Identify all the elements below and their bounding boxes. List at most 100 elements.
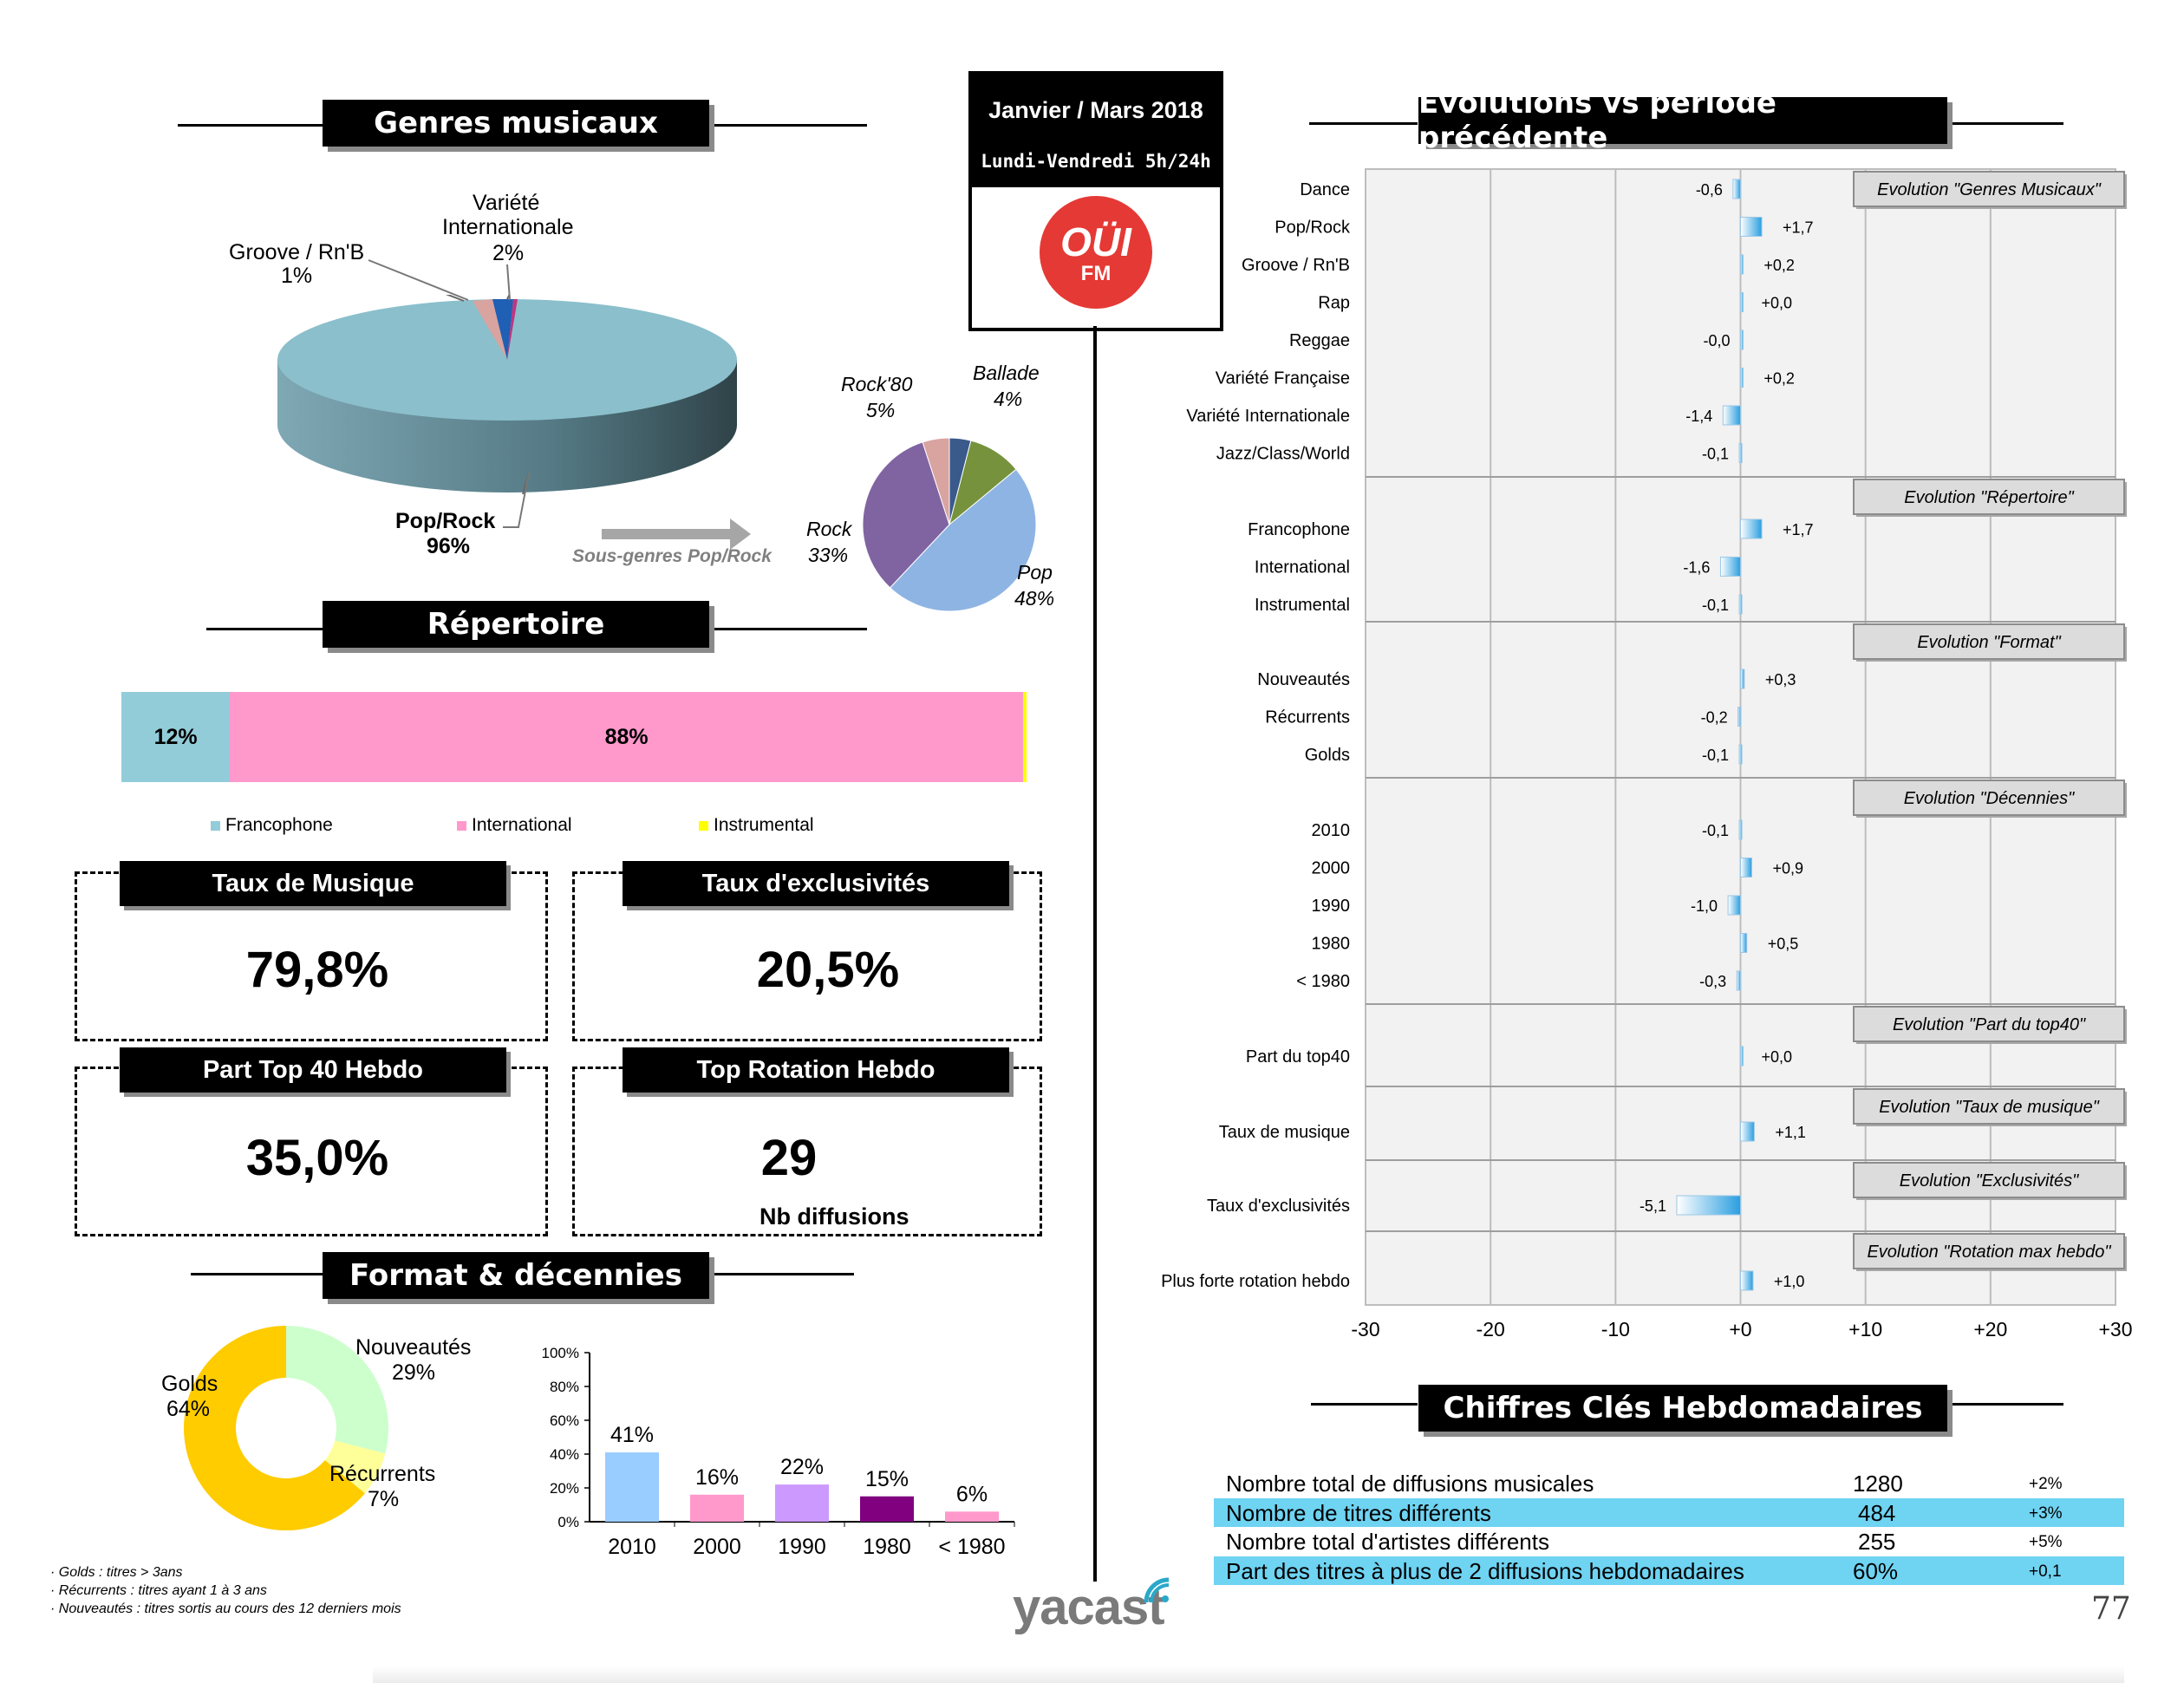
evo-value-label: -0,6 bbox=[1696, 181, 1723, 199]
decades-category-label: 1980 bbox=[863, 1535, 911, 1559]
evo-row-label: 1980 bbox=[1312, 935, 1351, 954]
legend-francophone: Francophone bbox=[211, 815, 333, 836]
label-variete-pct: 2% bbox=[492, 241, 525, 265]
evo-value-label: -0,2 bbox=[1701, 709, 1728, 727]
evo-value-label: -0,1 bbox=[1702, 822, 1729, 839]
evo-row-label: Taux d'exclusivités bbox=[1207, 1197, 1350, 1216]
evo-bar bbox=[1736, 970, 1741, 991]
evo-bar bbox=[1722, 405, 1741, 426]
evo-bar bbox=[1737, 707, 1742, 727]
donut-slice-golds bbox=[184, 1326, 365, 1530]
footnote-recurrents-text: Récurrents : titres ayant 1 à 3 ans bbox=[58, 1583, 267, 1598]
subpie-slice-rock-80 bbox=[922, 437, 950, 525]
evo-bar bbox=[1740, 933, 1748, 953]
decades-ytick: 60% bbox=[550, 1412, 579, 1429]
evo-row-label: 1990 bbox=[1312, 897, 1351, 916]
evo-row-label: Groove / Rn'B bbox=[1242, 256, 1350, 275]
evo-value-label: +1,7 bbox=[1783, 219, 1814, 237]
kpi-title-top40: Part Top 40 Hebdo bbox=[120, 1047, 506, 1093]
center-divider bbox=[1093, 326, 1097, 1582]
evo-bar bbox=[1676, 1195, 1741, 1216]
evo-bar bbox=[1740, 292, 1744, 312]
kf-delta-4: +0,1 bbox=[2029, 1562, 2062, 1581]
bar-international-label: 88% bbox=[604, 724, 649, 749]
donut-slice-nouveaut-s bbox=[286, 1326, 388, 1454]
evo-row-label: Nouveautés bbox=[1257, 670, 1350, 689]
bar-instrumental bbox=[1023, 692, 1027, 782]
footnote-recurrents: · Récurrents : titres ayant 1 à 3 ans bbox=[50, 1583, 267, 1598]
kf-value-3: 255 bbox=[1858, 1529, 1896, 1555]
label-nouv-pct: 29% bbox=[392, 1360, 436, 1385]
evo-bar bbox=[1740, 254, 1744, 275]
leader-poprock-line bbox=[503, 472, 530, 528]
evo-group-title-box bbox=[1853, 479, 2125, 515]
station-logo: OÜI FM bbox=[1040, 196, 1152, 309]
subpie-slice-pop bbox=[889, 468, 1037, 612]
section-evolutions: Evolutions vs période précédente bbox=[1418, 86, 1947, 155]
evo-group-title: Evolution "Exclusivités" bbox=[1900, 1171, 2079, 1190]
label-rock-pct: 33% bbox=[808, 544, 849, 566]
subgenres-pie bbox=[862, 437, 1037, 612]
label-variete-name2: Internationale bbox=[442, 215, 574, 239]
evo-bar bbox=[1719, 557, 1742, 577]
period-box: Janvier / Mars 2018 Lundi-Vendredi 5h/24… bbox=[968, 71, 1223, 331]
evo-bar bbox=[1740, 1046, 1744, 1067]
decades-value-label: 22% bbox=[780, 1455, 824, 1479]
evo-xtick: +20 bbox=[1973, 1318, 2007, 1341]
kpi-value-rotation: 29 bbox=[760, 1130, 818, 1186]
genres-pie bbox=[277, 295, 737, 494]
evo-row-label: Jazz/Class/World bbox=[1216, 445, 1350, 464]
repertoire-rule-right bbox=[711, 628, 867, 630]
evo-value-label: +0,3 bbox=[1765, 671, 1796, 688]
brand-logo: yacast bbox=[1013, 1579, 1165, 1635]
evo-bar bbox=[1738, 744, 1743, 765]
evo-value-label: +0,0 bbox=[1762, 1048, 1793, 1066]
decades-ytick: 40% bbox=[550, 1446, 579, 1463]
evo-bar bbox=[1727, 895, 1741, 916]
wifi-icon bbox=[1144, 1577, 1170, 1603]
legend-international: International bbox=[457, 815, 572, 836]
pie-slice-groove bbox=[473, 299, 507, 360]
evo-group-title-box bbox=[1853, 623, 2125, 660]
arrow-icon bbox=[602, 519, 751, 550]
evo-xtick: +30 bbox=[2098, 1318, 2132, 1341]
decades-category-label: < 1980 bbox=[938, 1535, 1005, 1559]
evo-row-label: Récurrents bbox=[1265, 708, 1350, 727]
evo-row-label: 2000 bbox=[1312, 859, 1351, 878]
evo-value-label: +1,0 bbox=[1774, 1273, 1805, 1290]
decades-value-label: 16% bbox=[695, 1465, 739, 1490]
decades-value-label: 41% bbox=[610, 1423, 654, 1447]
label-poprock-name: Pop/Rock bbox=[395, 509, 496, 533]
arrow-label: Sous-genres Pop/Rock bbox=[572, 546, 772, 566]
section-key-figures: Chiffres Clés Hebdomadaires bbox=[1418, 1385, 1947, 1432]
leader-groove-line bbox=[368, 259, 469, 301]
kpi-title-music: Taux de Musique bbox=[120, 861, 506, 906]
label-ballade: Ballade bbox=[973, 362, 1040, 384]
evo-row-label: Part du top40 bbox=[1246, 1047, 1350, 1067]
evo-row-label: Rap bbox=[1318, 294, 1350, 313]
decades-category-label: 2010 bbox=[608, 1535, 656, 1559]
evo-bar bbox=[1740, 217, 1763, 237]
evo-value-label: -1,0 bbox=[1691, 897, 1718, 915]
kf-value-1: 1280 bbox=[1853, 1471, 1903, 1497]
decades-value-label: 6% bbox=[956, 1482, 988, 1506]
label-poprock-pct: 96% bbox=[427, 534, 471, 558]
subpie-slice-rock bbox=[862, 441, 950, 589]
kpi-value-exclu: 20,5% bbox=[756, 942, 900, 998]
evo-group-title: Evolution "Taux de musique" bbox=[1879, 1098, 2100, 1117]
footnote-nouveautes-text: Nouveautés : titres sortis au cours des … bbox=[58, 1601, 401, 1616]
evo-row-label: International bbox=[1255, 558, 1350, 577]
section-repertoire: Répertoire bbox=[323, 601, 709, 648]
kpi-title-exclu: Taux d'exclusivités bbox=[623, 861, 1009, 906]
evo-bar bbox=[1738, 819, 1743, 840]
evo-group-title-box bbox=[1853, 1006, 2125, 1042]
evo-value-label: +0,2 bbox=[1763, 370, 1795, 388]
bar-francophone: 12% bbox=[121, 692, 231, 782]
evo-group-title-box bbox=[1853, 1233, 2125, 1269]
evo-rule-left bbox=[1309, 122, 1418, 125]
legend-instrumental: Instrumental bbox=[699, 815, 814, 836]
label-rock80: Rock'80 bbox=[841, 373, 913, 395]
label-rock80-pct: 5% bbox=[866, 399, 896, 421]
evo-group-title: Evolution "Format" bbox=[1917, 633, 2061, 652]
bar-francophone-label: 12% bbox=[153, 724, 198, 749]
